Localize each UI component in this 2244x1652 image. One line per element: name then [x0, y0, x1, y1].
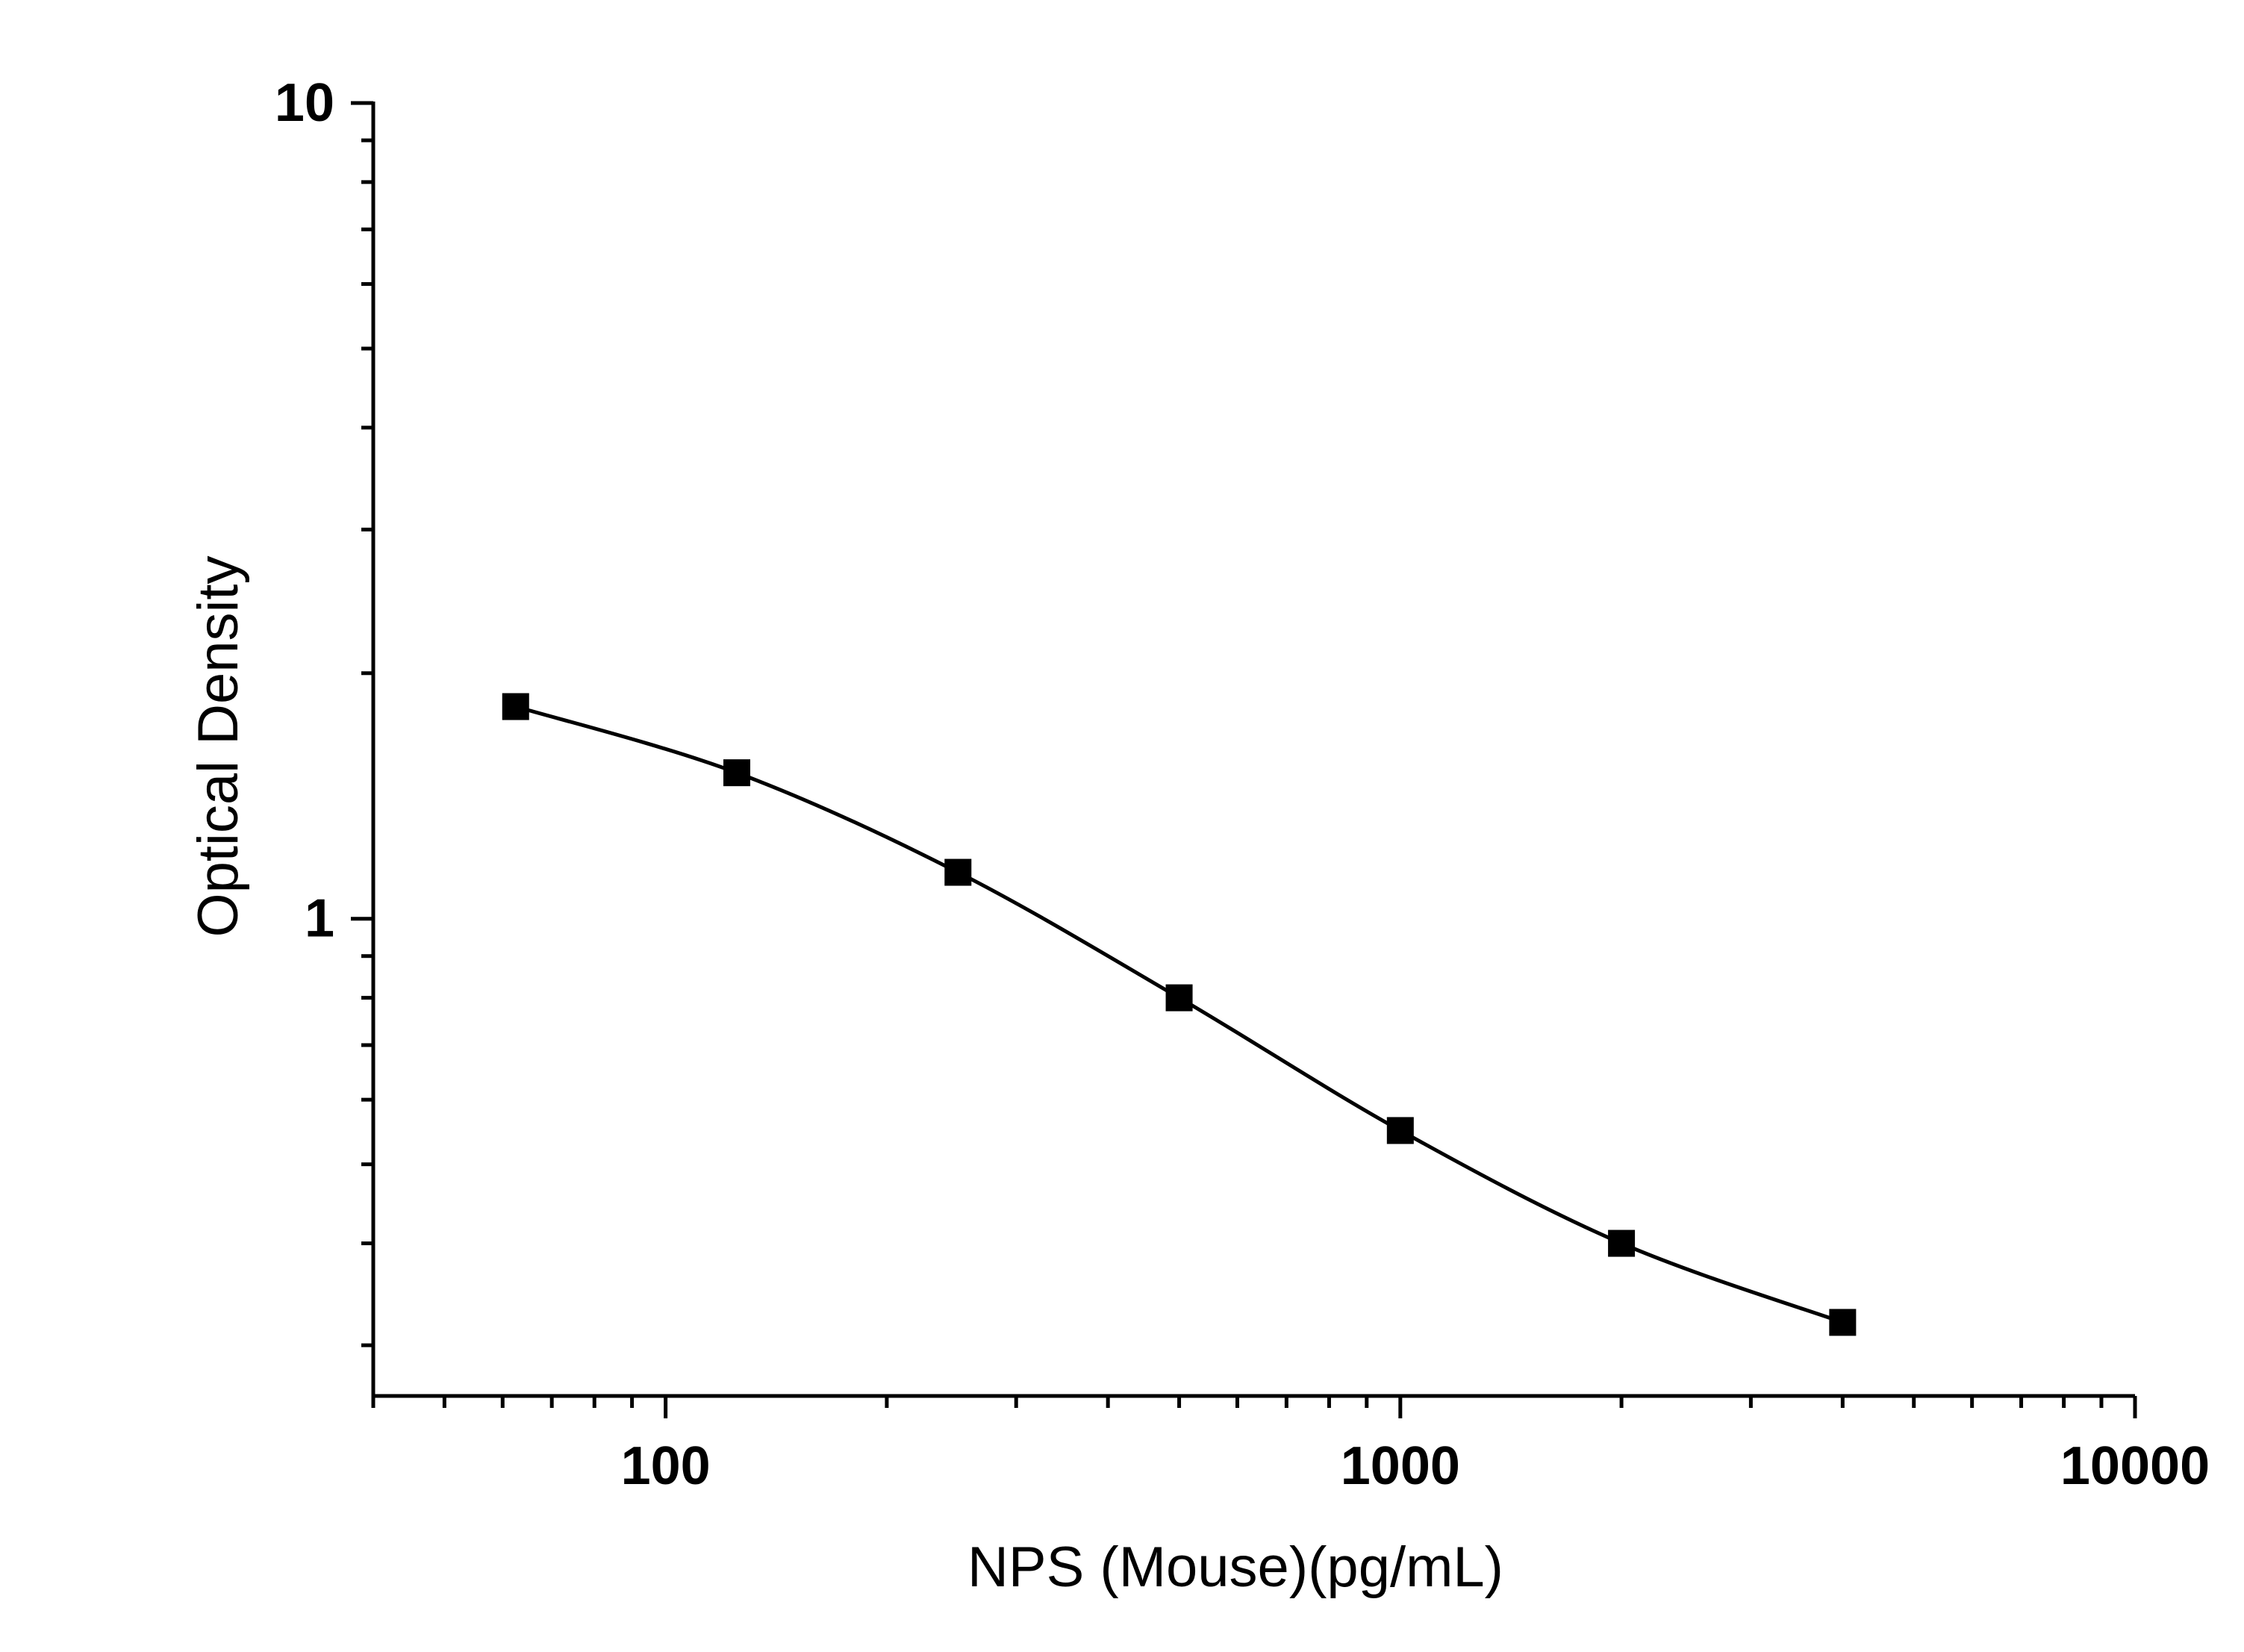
data-point: [723, 759, 751, 787]
x-tick-label: 100: [621, 1436, 711, 1496]
x-axis-title: NPS (Mouse)(pg/mL): [967, 1536, 1503, 1599]
data-point: [1608, 1229, 1636, 1257]
fit-curve: [515, 705, 1844, 1324]
tick-labels: 100 1000 10000 1 10: [275, 73, 2210, 1496]
data-point: [944, 858, 972, 886]
data-point: [1829, 1309, 1857, 1336]
y-axis-title: Optical Density: [187, 555, 250, 937]
ticks: [351, 101, 2137, 1418]
data-point: [1386, 1117, 1414, 1144]
data-point: [502, 693, 529, 720]
y-tick-label: 10: [275, 73, 334, 133]
axes: [371, 102, 2135, 1398]
y-tick-label: 1: [305, 889, 334, 949]
x-tick-label: 1000: [1341, 1436, 1460, 1496]
x-tick-label: 10000: [2060, 1436, 2210, 1496]
data-point: [1165, 984, 1193, 1012]
data-points: [502, 693, 1857, 1336]
